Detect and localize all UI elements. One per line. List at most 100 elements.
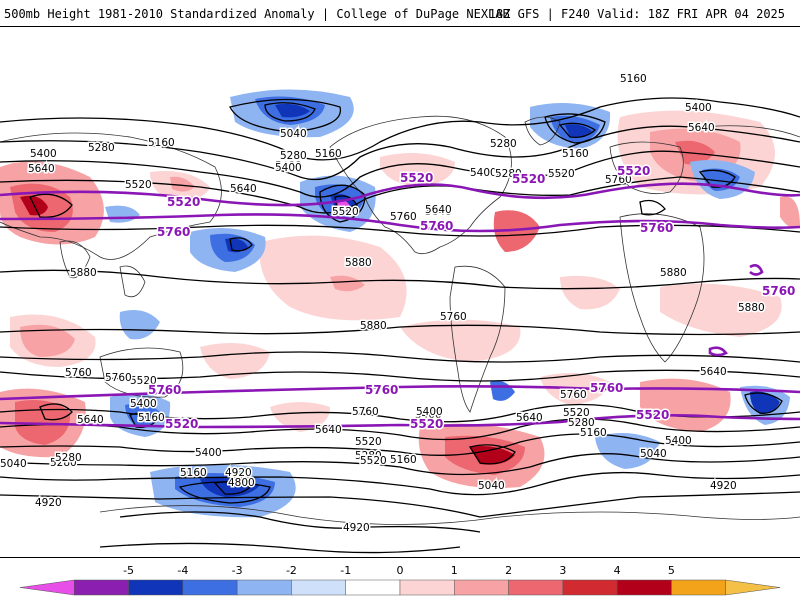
anomaly-blob bbox=[170, 176, 195, 192]
contour-line bbox=[468, 444, 516, 465]
colorbar-tick-label: 4 bbox=[614, 564, 621, 577]
contour-label: 5880 bbox=[738, 302, 765, 314]
contour-line bbox=[0, 351, 800, 363]
anomaly-blob bbox=[493, 210, 540, 252]
anomaly-blob bbox=[750, 391, 780, 415]
contour-label: 5760 bbox=[390, 211, 417, 223]
map-canvas: 5160 5400 5640 5040 5160 5280 5280 5160 … bbox=[0, 72, 800, 554]
contour-label: 5400 bbox=[30, 148, 57, 160]
contour-label: 4920 bbox=[343, 522, 370, 534]
contour-label: 5160 bbox=[148, 137, 175, 149]
contour-label: 5400 bbox=[275, 160, 302, 172]
contour-line bbox=[0, 471, 800, 496]
colorbar-segment bbox=[345, 579, 401, 596]
colorbar-segment bbox=[562, 579, 618, 596]
contour-label: 5160 bbox=[562, 148, 589, 160]
contour-line bbox=[0, 369, 800, 382]
colorbar-tick-label: -1 bbox=[340, 564, 351, 577]
contour-label: 4920 bbox=[710, 480, 737, 492]
contour-label: 4920 bbox=[225, 467, 252, 479]
contour-line bbox=[0, 97, 800, 161]
contour-line bbox=[29, 193, 73, 218]
contour-line bbox=[0, 324, 800, 336]
contour-label: 5880 bbox=[345, 257, 372, 269]
contour-label: 5160 bbox=[138, 412, 165, 424]
colorbar-segment bbox=[19, 579, 75, 596]
contour-label: 4800 bbox=[228, 477, 255, 489]
contour-label: 5280 bbox=[88, 142, 115, 154]
contour-label: 5040 bbox=[0, 458, 27, 470]
contour-label: 5640 bbox=[77, 414, 104, 426]
contour-label: 5520 bbox=[355, 436, 382, 448]
header: 500mb Height 1981-2010 Standardized Anom… bbox=[0, 0, 800, 26]
thickness-line bbox=[0, 182, 800, 207]
colorbar-segment bbox=[508, 579, 564, 596]
contour-line bbox=[99, 542, 461, 554]
colorbar-ticks: -5 -4 -3 -2 -1 0 1 2 3 4 5 bbox=[123, 564, 675, 577]
colorbar-tick-label: 1 bbox=[451, 564, 458, 577]
thickness-label: 5760 bbox=[420, 219, 453, 233]
contour-label: 5160 bbox=[180, 467, 207, 479]
contour-line bbox=[0, 403, 800, 423]
contour-line bbox=[39, 403, 73, 421]
contour-label: 5640 bbox=[425, 206, 452, 218]
thickness-line bbox=[0, 385, 800, 401]
anomaly-blob bbox=[595, 433, 660, 469]
contour-label: 5160 bbox=[580, 427, 607, 439]
contour-label: 5640 bbox=[700, 366, 727, 378]
colorbar-segment bbox=[616, 579, 672, 596]
contour-label: 5400 bbox=[665, 435, 692, 447]
thickness-label: 5760 bbox=[590, 381, 623, 395]
anomaly-blob bbox=[105, 205, 140, 223]
colorbar-tick-label: 0 bbox=[397, 564, 404, 577]
contour-label: 5640 bbox=[688, 122, 715, 134]
map-title: 500mb Height 1981-2010 Standardized Anom… bbox=[4, 7, 510, 21]
contour-line bbox=[0, 176, 800, 214]
thickness-line bbox=[0, 213, 800, 233]
contour-line bbox=[229, 237, 253, 252]
antarctica-outline bbox=[99, 505, 800, 525]
anomaly-blob bbox=[660, 283, 782, 337]
colorbar-segment bbox=[74, 579, 129, 596]
contour-line bbox=[213, 481, 252, 495]
anomaly-blob bbox=[780, 196, 800, 229]
anomaly-blob bbox=[565, 124, 592, 138]
anomaly-blob bbox=[20, 324, 75, 357]
colorbar-segment bbox=[236, 579, 292, 596]
contour-line bbox=[0, 453, 800, 476]
contour-line bbox=[0, 433, 800, 456]
colorbar-tick-label: 3 bbox=[559, 564, 566, 577]
north-america-outline bbox=[329, 115, 512, 255]
thickness-labels: 5520 5520 5520 5760 5760 5760 5760 5760 … bbox=[147, 163, 797, 433]
anomaly-blob bbox=[560, 275, 620, 310]
thickness-label: 5760 bbox=[762, 284, 795, 298]
contour-label: 5040 bbox=[478, 480, 505, 492]
thickness-contours bbox=[0, 182, 800, 429]
anomaly-blob bbox=[270, 402, 330, 432]
southeast-asia-outline bbox=[119, 265, 146, 298]
anomaly-blob bbox=[119, 309, 160, 340]
contour-label: 5520 bbox=[125, 179, 152, 191]
colorbar-segment bbox=[454, 579, 509, 596]
thickness-label: 5520 bbox=[165, 417, 198, 431]
contour-label: 5040 bbox=[0, 459, 27, 471]
contour-line bbox=[0, 269, 800, 290]
contour-line bbox=[0, 418, 800, 441]
coastlines bbox=[0, 115, 800, 525]
contour-label: 5520 bbox=[130, 375, 157, 387]
thickness-label: 5520 bbox=[617, 164, 650, 178]
contour-label: 5520 bbox=[548, 168, 575, 180]
contour-line bbox=[558, 122, 597, 138]
anomaly-blob bbox=[200, 343, 270, 379]
thickness-line bbox=[708, 346, 728, 357]
contour-line bbox=[0, 125, 800, 181]
contour-label: 5400 bbox=[275, 162, 302, 174]
thickness-label: 5760 bbox=[365, 383, 398, 397]
thickness-label: 5520 bbox=[512, 172, 545, 186]
contour-label: 5280 bbox=[568, 417, 595, 429]
contour-line bbox=[744, 392, 783, 414]
contour-line bbox=[639, 199, 666, 216]
colorbar-segments bbox=[19, 579, 781, 596]
thickness-label: 5760 bbox=[148, 383, 181, 397]
anomaly-map[interactable]: 5160 5400 5640 5040 5160 5280 5280 5160 … bbox=[0, 26, 800, 558]
